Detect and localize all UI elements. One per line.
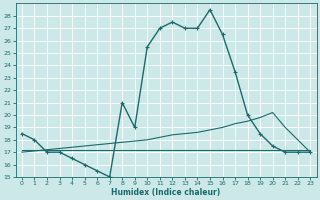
X-axis label: Humidex (Indice chaleur): Humidex (Indice chaleur) bbox=[111, 188, 221, 197]
